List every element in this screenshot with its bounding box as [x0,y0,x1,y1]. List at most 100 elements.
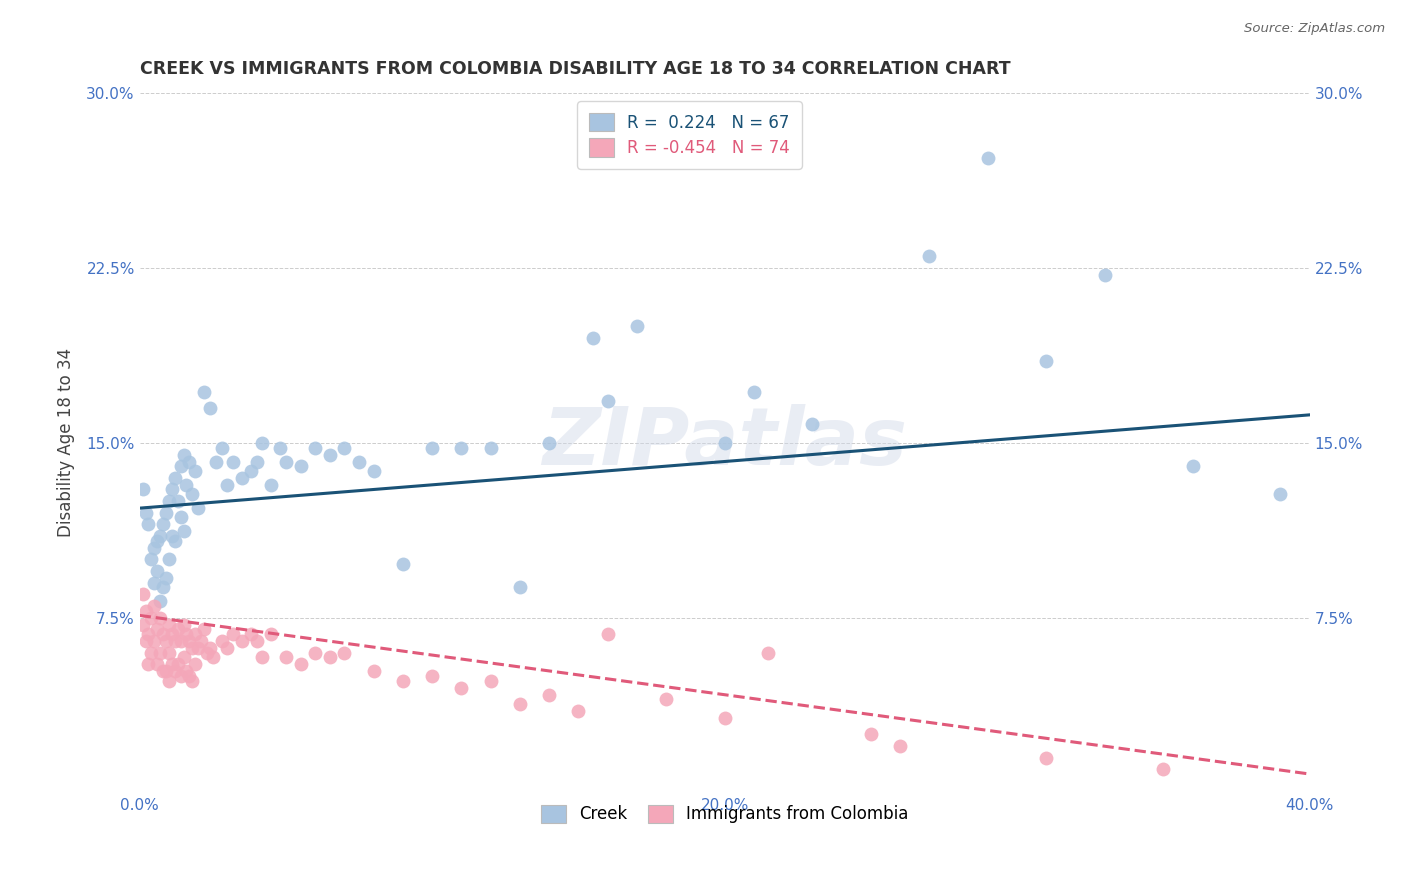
Point [198,641,221,656]
Point [131,617,153,632]
Point [538,435,561,450]
Point [173,524,195,539]
Point [173,617,195,632]
Point [758,646,780,660]
Point [1152,762,1174,776]
Point [509,697,531,711]
Point [143,634,166,648]
Point [181,641,204,656]
Point [596,627,619,641]
Point [333,646,356,660]
Point [176,478,198,492]
Point [1035,750,1057,764]
Point [193,384,215,399]
Point [260,478,283,492]
Point [155,506,177,520]
Point [582,331,605,345]
Point [290,657,312,672]
Point [252,650,274,665]
Point [179,669,201,683]
Point [134,604,156,618]
Point [169,459,191,474]
Point [420,441,443,455]
Point [509,581,531,595]
Point [742,384,765,399]
Point [184,464,207,478]
Point [169,634,191,648]
Legend: Creek, Immigrants from Colombia: Creek, Immigrants from Colombia [531,795,918,833]
Point [450,681,472,695]
Point [269,441,291,455]
Point [1270,487,1292,501]
Text: Source: ZipAtlas.com: Source: ZipAtlas.com [1244,22,1385,36]
Point [143,541,166,555]
Point [181,487,204,501]
Text: ZIPatlas: ZIPatlas [543,404,907,482]
Point [146,657,169,672]
Point [169,510,191,524]
Point [231,471,253,485]
Point [163,665,186,679]
Point [655,692,678,706]
Point [889,739,911,753]
Point [246,454,269,468]
Y-axis label: Disability Age 18 to 34: Disability Age 18 to 34 [58,348,75,537]
Point [190,634,212,648]
Point [138,627,160,641]
Point [222,627,245,641]
Point [157,673,180,688]
Point [450,441,472,455]
Point [713,435,735,450]
Point [596,393,619,408]
Point [859,727,882,741]
Point [274,454,297,468]
Point [239,627,262,641]
Point [181,673,204,688]
Point [319,448,342,462]
Point [173,650,195,665]
Point [152,627,174,641]
Point [347,454,370,468]
Point [217,641,239,656]
Point [195,646,218,660]
Point [187,641,209,656]
Point [143,575,166,590]
Point [152,517,174,532]
Point [141,611,163,625]
Point [166,494,188,508]
Point [157,646,180,660]
Point [363,464,385,478]
Point [304,646,326,660]
Point [260,627,283,641]
Point [134,634,156,648]
Point [169,669,191,683]
Point [166,623,188,637]
Point [163,533,186,548]
Point [274,650,297,665]
Point [217,478,239,492]
Point [222,454,245,468]
Point [420,669,443,683]
Point [160,657,183,672]
Point [141,552,163,566]
Point [479,673,502,688]
Point [166,657,188,672]
Point [149,611,172,625]
Point [801,417,824,432]
Point [1094,268,1116,282]
Point [173,448,195,462]
Point [149,529,172,543]
Point [1035,354,1057,368]
Point [152,581,174,595]
Point [193,623,215,637]
Point [538,688,561,702]
Point [304,441,326,455]
Point [201,650,224,665]
Point [392,557,415,571]
Point [131,587,153,601]
Point [146,564,169,578]
Point [141,646,163,660]
Point [204,454,226,468]
Point [152,665,174,679]
Point [211,441,233,455]
